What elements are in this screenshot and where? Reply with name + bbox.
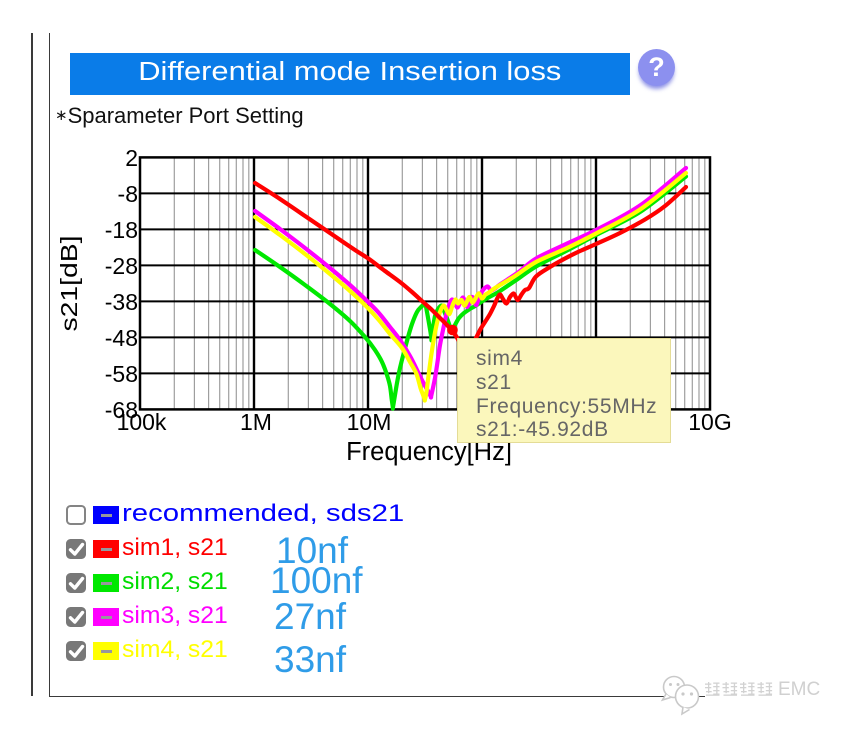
svg-text:1M: 1M bbox=[240, 409, 272, 435]
svg-text:100k: 100k bbox=[117, 409, 167, 435]
svg-text:2: 2 bbox=[125, 145, 138, 171]
svg-text:10G: 10G bbox=[688, 409, 731, 435]
svg-text:-28: -28 bbox=[105, 253, 138, 279]
svg-text:10M: 10M bbox=[347, 409, 392, 435]
svg-text:-58: -58 bbox=[105, 361, 138, 387]
svg-text:-18: -18 bbox=[105, 217, 138, 243]
svg-text:-48: -48 bbox=[105, 325, 138, 351]
svg-text:-38: -38 bbox=[105, 289, 138, 315]
svg-text:-8: -8 bbox=[118, 181, 138, 207]
svg-text:-68: -68 bbox=[105, 397, 138, 423]
svg-text:s21[dB]: s21[dB] bbox=[56, 236, 82, 332]
